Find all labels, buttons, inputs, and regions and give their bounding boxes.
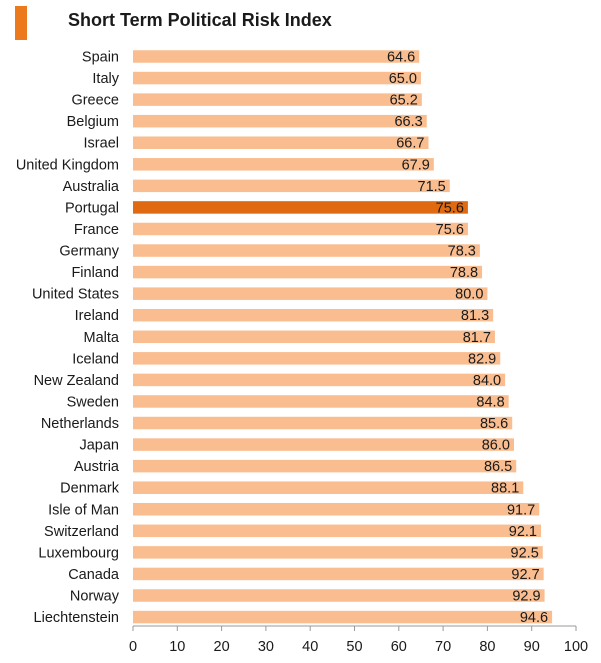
x-tick-label: 40 — [302, 639, 318, 655]
category-label: Canada — [68, 567, 120, 583]
category-label: Italy — [92, 71, 119, 87]
category-label: Austria — [74, 459, 120, 475]
bar — [133, 481, 524, 494]
title-accent-bar — [15, 6, 27, 40]
bar — [133, 93, 422, 106]
x-tick-label: 70 — [435, 639, 451, 655]
bar — [133, 503, 540, 516]
bar — [133, 136, 429, 149]
value-label: 75.6 — [436, 200, 464, 216]
value-label: 81.7 — [463, 330, 491, 346]
bar — [133, 222, 468, 236]
category-label: Sweden — [67, 394, 119, 410]
category-label: Luxembourg — [38, 545, 119, 561]
value-label: 91.7 — [507, 502, 535, 518]
bar — [133, 546, 543, 559]
value-label: 94.6 — [520, 610, 548, 626]
bar — [133, 201, 468, 214]
value-label: 78.3 — [448, 244, 476, 260]
category-label: Iceland — [72, 351, 119, 367]
x-tick-label: 50 — [346, 639, 362, 655]
value-label: 65.0 — [389, 71, 417, 87]
bar — [133, 50, 420, 63]
bar — [133, 459, 517, 473]
bar — [133, 416, 513, 430]
category-label: Switzerland — [44, 524, 119, 540]
bar — [133, 610, 553, 624]
value-label: 86.5 — [484, 459, 512, 475]
value-label: 64.6 — [387, 50, 415, 66]
x-tick-label: 20 — [214, 639, 230, 655]
value-label: 92.9 — [512, 589, 540, 605]
value-label: 66.3 — [394, 114, 422, 130]
value-label: 80.0 — [455, 287, 483, 303]
category-label: Greece — [71, 93, 119, 109]
value-label: 78.8 — [450, 265, 478, 281]
x-tick-label: 90 — [524, 639, 540, 655]
value-label: 88.1 — [491, 481, 519, 497]
value-label: 71.5 — [418, 179, 446, 195]
category-label: Portugal — [65, 200, 119, 216]
x-tick-label: 10 — [169, 639, 185, 655]
bar — [133, 71, 421, 85]
category-label: New Zealand — [34, 373, 119, 389]
value-label: 82.9 — [468, 351, 496, 367]
category-label: Liechtenstein — [34, 610, 119, 626]
category-label: Japan — [79, 438, 119, 454]
value-label: 92.7 — [511, 567, 539, 583]
category-label: Spain — [82, 50, 119, 66]
bar — [133, 567, 544, 581]
value-label: 75.6 — [436, 222, 464, 238]
category-label: Denmark — [60, 481, 120, 497]
value-label: 92.1 — [509, 524, 537, 540]
category-label: Isle of Man — [48, 502, 119, 518]
value-label: 86.0 — [482, 438, 510, 454]
category-label: Germany — [59, 244, 119, 260]
value-label: 66.7 — [396, 136, 424, 152]
x-tick-label: 0 — [129, 639, 137, 655]
bar — [133, 179, 450, 193]
category-label: Malta — [84, 330, 120, 346]
bar — [133, 265, 483, 279]
bar — [133, 395, 509, 408]
bar — [133, 373, 506, 387]
chart-title: Short Term Political Risk Index — [68, 10, 332, 30]
value-label: 65.2 — [390, 93, 418, 109]
value-label: 67.9 — [402, 157, 430, 173]
value-label: 92.5 — [511, 545, 539, 561]
x-tick-label: 60 — [391, 639, 407, 655]
bar — [133, 330, 495, 344]
value-label: 84.0 — [473, 373, 501, 389]
value-label: 84.8 — [476, 394, 504, 410]
bar — [133, 287, 488, 300]
bar — [133, 438, 514, 451]
category-label: Norway — [70, 589, 120, 605]
value-label: 85.6 — [480, 416, 508, 432]
category-label: Netherlands — [41, 416, 119, 432]
bar — [133, 244, 480, 257]
bar — [133, 524, 541, 538]
category-label: Finland — [71, 265, 119, 281]
category-label: Australia — [63, 179, 120, 195]
x-tick-label: 100 — [564, 639, 588, 655]
bar — [133, 352, 501, 365]
category-label: France — [74, 222, 119, 238]
x-tick-label: 30 — [258, 639, 274, 655]
category-label: Ireland — [75, 308, 119, 324]
category-label: United States — [32, 287, 119, 303]
bar — [133, 589, 545, 602]
bar — [133, 158, 434, 171]
value-label: 81.3 — [461, 308, 489, 324]
bar — [133, 308, 494, 322]
category-label: Israel — [84, 136, 119, 152]
category-label: United Kingdom — [16, 157, 119, 173]
category-label: Belgium — [67, 114, 119, 130]
x-tick-label: 80 — [479, 639, 495, 655]
bar — [133, 114, 427, 128]
